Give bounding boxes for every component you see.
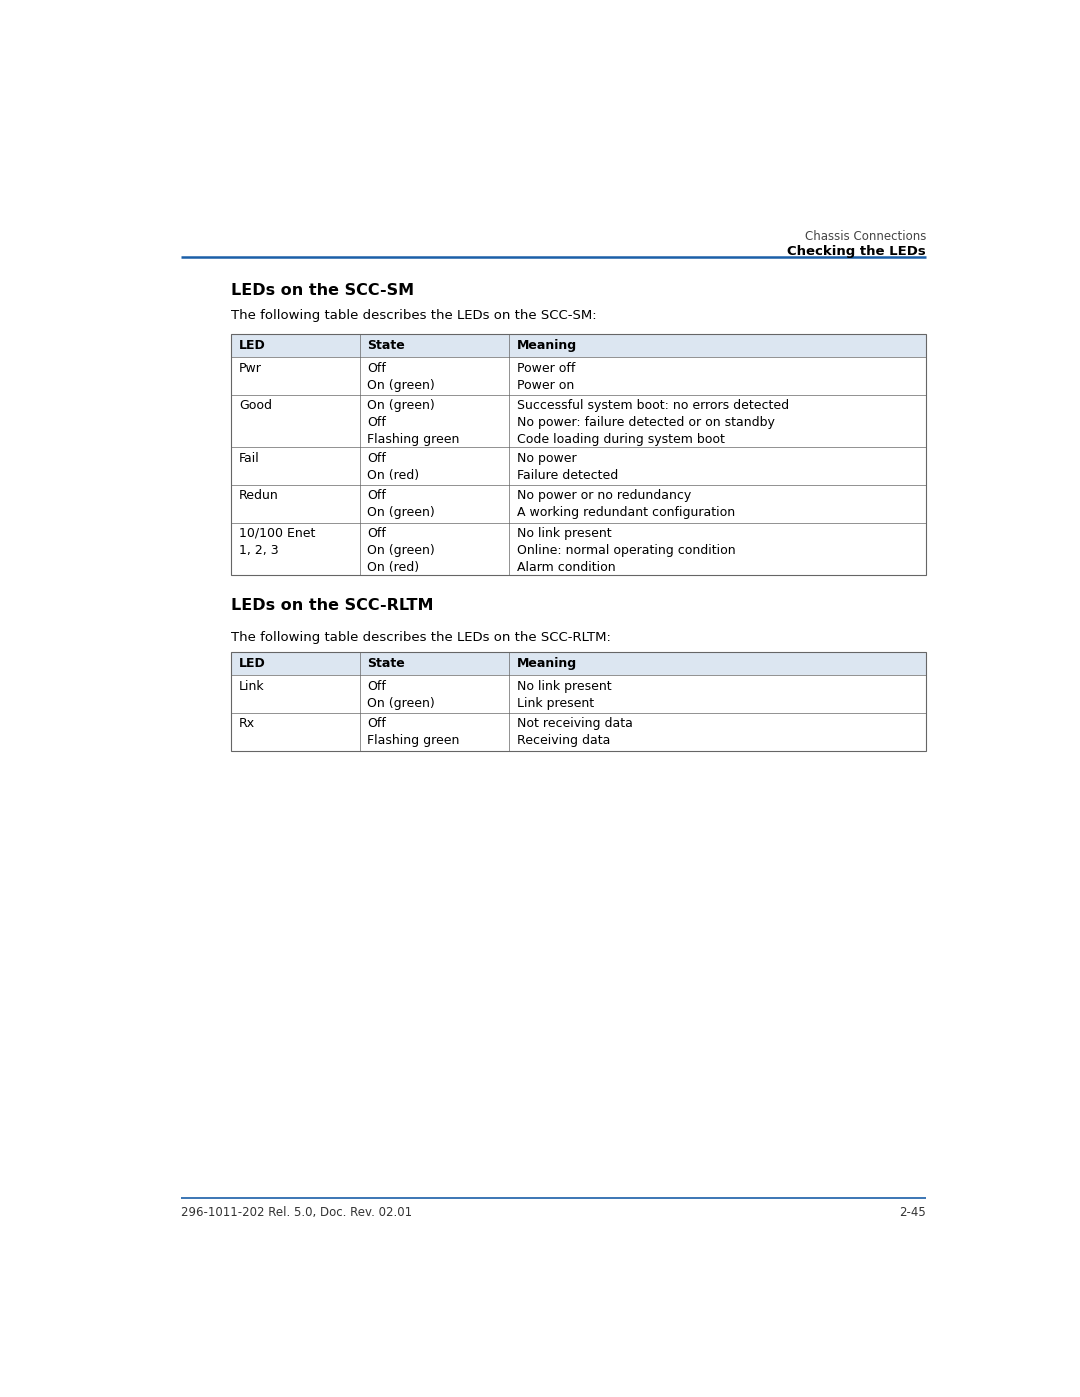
Text: Chassis Connections: Chassis Connections	[805, 231, 926, 243]
Bar	[231, 447, 926, 485]
Text: State: State	[367, 657, 405, 669]
Text: Link: Link	[239, 680, 265, 693]
Text: Meaning: Meaning	[516, 338, 577, 352]
Bar	[231, 652, 926, 675]
Text: On (green)
Off
Flashing green: On (green) Off Flashing green	[367, 400, 460, 447]
Bar	[231, 334, 926, 574]
Bar	[231, 712, 926, 750]
Text: Rx: Rx	[239, 717, 255, 731]
Text: LEDs on the SCC-RLTM: LEDs on the SCC-RLTM	[231, 598, 434, 613]
Bar	[231, 485, 926, 522]
Text: The following table describes the LEDs on the SCC-SM:: The following table describes the LEDs o…	[231, 309, 597, 321]
Text: Meaning: Meaning	[516, 657, 577, 669]
Text: Fail: Fail	[239, 451, 259, 465]
Text: 296-1011-202 Rel. 5.0, Doc. Rev. 02.01: 296-1011-202 Rel. 5.0, Doc. Rev. 02.01	[181, 1206, 413, 1218]
Bar	[231, 334, 926, 358]
Text: No link present
Online: normal operating condition
Alarm condition: No link present Online: normal operating…	[516, 527, 735, 574]
Bar	[231, 675, 926, 712]
Text: 10/100 Enet
1, 2, 3: 10/100 Enet 1, 2, 3	[239, 527, 315, 557]
Text: Off
Flashing green: Off Flashing green	[367, 717, 460, 747]
Text: No power or no redundancy
A working redundant configuration: No power or no redundancy A working redu…	[516, 489, 734, 520]
Text: LED: LED	[239, 657, 266, 669]
Text: No link present
Link present: No link present Link present	[516, 680, 611, 710]
Text: Good: Good	[239, 400, 272, 412]
Bar	[231, 358, 926, 395]
Text: Successful system boot: no errors detected
No power: failure detected or on stan: Successful system boot: no errors detect…	[516, 400, 788, 447]
Bar	[231, 652, 926, 750]
Text: Pwr: Pwr	[239, 362, 261, 374]
Text: Off
On (red): Off On (red)	[367, 451, 419, 482]
Text: Off
On (green)
On (red): Off On (green) On (red)	[367, 527, 435, 574]
Text: Off
On (green): Off On (green)	[367, 489, 435, 520]
Text: No power
Failure detected: No power Failure detected	[516, 451, 618, 482]
Text: Power off
Power on: Power off Power on	[516, 362, 575, 391]
Text: LEDs on the SCC-SM: LEDs on the SCC-SM	[231, 282, 415, 298]
Text: Not receiving data
Receiving data: Not receiving data Receiving data	[516, 717, 633, 747]
Text: Redun: Redun	[239, 489, 279, 503]
Text: State: State	[367, 338, 405, 352]
Text: 2-45: 2-45	[900, 1206, 926, 1218]
Text: Checking the LEDs: Checking the LEDs	[787, 244, 926, 258]
Text: Off
On (green): Off On (green)	[367, 680, 435, 710]
Text: The following table describes the LEDs on the SCC-RLTM:: The following table describes the LEDs o…	[231, 630, 611, 644]
Bar	[231, 395, 926, 447]
Text: LED: LED	[239, 338, 266, 352]
Text: Off
On (green): Off On (green)	[367, 362, 435, 391]
Bar	[231, 522, 926, 574]
